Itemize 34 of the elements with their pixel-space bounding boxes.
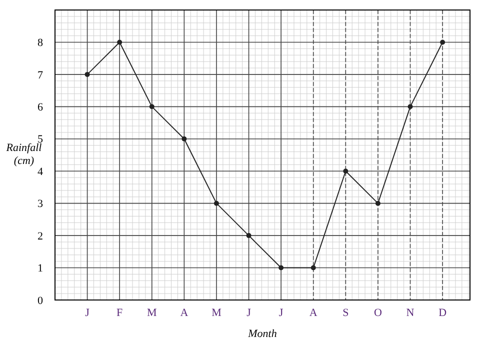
x-tick-label: F — [116, 307, 123, 319]
point — [246, 233, 252, 238]
x-tick-label: O — [374, 307, 382, 319]
y-tick-label: 4 — [38, 166, 44, 178]
x-tick-label: J — [85, 307, 90, 319]
x-tick-label: J — [246, 307, 252, 319]
y-axis-title: Rainfall (cm) — [5, 142, 42, 168]
x-tick-label: J — [278, 307, 284, 319]
y-tick-label: 8 — [38, 37, 44, 50]
point — [214, 200, 219, 206]
x-tick-label: A — [180, 307, 188, 319]
point — [375, 200, 380, 206]
y-tick-label: 3 — [38, 198, 44, 210]
point — [408, 104, 413, 110]
point — [440, 40, 446, 45]
point — [278, 265, 284, 270]
x-tick-label: M — [212, 307, 222, 319]
x-axis-title: Month — [247, 328, 278, 340]
point — [117, 40, 122, 45]
y-tick-label: 2 — [38, 230, 43, 242]
point — [182, 136, 187, 142]
x-tick-label: M — [146, 307, 157, 319]
x-tick-label: A — [309, 307, 318, 319]
y-tick-label: 7 — [38, 69, 44, 82]
y-tick-label: 0 — [38, 294, 44, 307]
y-tick-label: 1 — [38, 262, 43, 275]
x-tick-label: N — [406, 307, 414, 319]
point — [343, 168, 348, 174]
x-tick-label: S — [342, 307, 349, 319]
x-tick-label: D — [438, 307, 447, 319]
y-tick-label: 6 — [38, 102, 44, 114]
point — [149, 104, 154, 110]
point — [84, 72, 90, 77]
point — [310, 265, 316, 270]
